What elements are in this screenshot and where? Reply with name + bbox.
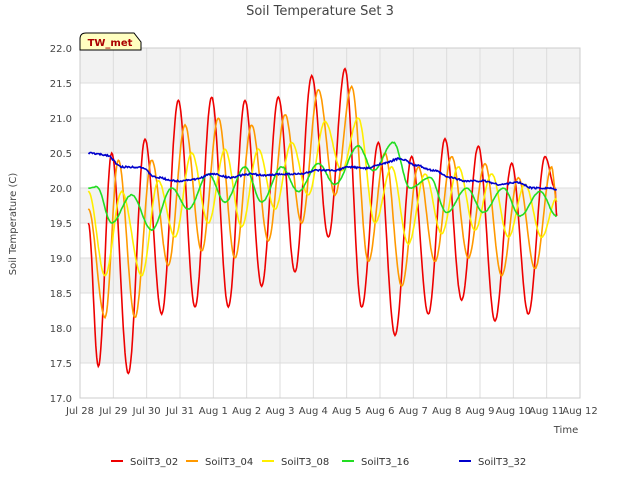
x-tick-label: Aug 3 <box>265 406 294 417</box>
y-tick-label: 22.0 <box>50 44 72 55</box>
legend-item-soilt3_16: SoilT3_16 <box>342 457 409 468</box>
x-tick-label: Jul 31 <box>165 406 194 417</box>
legend-item-soilt3_02: SoilT3_02 <box>111 457 178 468</box>
site-label: TW_met <box>88 38 133 49</box>
legend: SoilT3_02 SoilT3_04 SoilT3_08 SoilT3_16 Soil… <box>111 457 526 468</box>
y-axis-label: Soil Temperature (C) <box>8 173 19 276</box>
x-tick-label: Aug 9 <box>465 406 494 417</box>
legend-label: SoilT3_16 <box>361 457 409 468</box>
legend-item-soilt3_04: SoilT3_04 <box>186 457 253 468</box>
y-tick-label: 18.0 <box>50 324 72 335</box>
y-tick-label: 21.0 <box>50 114 72 125</box>
series-line-soilt3_16 <box>88 141 557 232</box>
plot-band <box>80 48 580 83</box>
plot-band <box>80 83 580 118</box>
series-lines <box>87 67 558 375</box>
x-tick-label: Aug 2 <box>232 406 261 417</box>
legend-label: SoilT3_32 <box>478 457 526 468</box>
x-axis-label: Time <box>553 425 578 436</box>
site-label-box: TW_met <box>79 32 142 51</box>
x-tick-label: Aug 7 <box>399 406 428 417</box>
legend-label: SoilT3_08 <box>281 457 329 468</box>
series-line-soilt3_02 <box>87 67 558 375</box>
plot-band <box>80 293 580 328</box>
x-tick-label: Aug 8 <box>432 406 461 417</box>
x-tick-label: Aug 10 <box>496 406 531 417</box>
y-tick-label: 18.5 <box>50 289 72 300</box>
series-line-soilt3_32 <box>87 151 558 191</box>
legend-label: SoilT3_04 <box>205 457 253 468</box>
x-tick-label: Aug 5 <box>332 406 361 417</box>
x-tick-label: Aug 12 <box>562 406 597 417</box>
x-axis-ticks: Jul 28 Jul 29 Jul 30 Jul 31 Aug 1 Aug 2 Aug 3 A… <box>65 406 598 417</box>
y-tick-label: 20.5 <box>50 149 72 160</box>
y-tick-label: 17.5 <box>50 359 72 370</box>
y-axis-ticks: 17.0 17.5 18.0 18.5 19.0 19.5 20.0 20.5 21.0 21.5… <box>50 44 72 405</box>
x-tick-label: Aug 11 <box>529 406 564 417</box>
y-tick-label: 20.0 <box>50 184 72 195</box>
x-tick-label: Jul 30 <box>132 406 161 417</box>
legend-item-soilt3_08: SoilT3_08 <box>262 457 329 468</box>
y-tick-label: 17.0 <box>50 394 72 405</box>
series-line-soilt3_08 <box>87 117 557 277</box>
y-tick-label: 19.0 <box>50 254 72 265</box>
chart-title: Soil Temperature Set 3 <box>246 4 394 19</box>
legend-label: SoilT3_02 <box>130 457 178 468</box>
x-tick-label: Jul 29 <box>98 406 127 417</box>
y-tick-label: 19.5 <box>50 219 72 230</box>
x-tick-label: Aug 1 <box>199 406 228 417</box>
x-tick-label: Aug 6 <box>365 406 394 417</box>
plot-frame <box>79 47 581 399</box>
legend-item-soilt3_32: SoilT3_32 <box>459 457 526 468</box>
plot-band <box>80 118 580 153</box>
x-tick-label: Jul 28 <box>65 406 94 417</box>
x-tick-label: Aug 4 <box>299 406 328 417</box>
plot-band <box>80 258 580 293</box>
series-line-soilt3_04 <box>87 84 558 320</box>
y-tick-label: 21.5 <box>50 79 72 90</box>
plot-band <box>80 328 580 363</box>
plot-band <box>80 363 580 398</box>
